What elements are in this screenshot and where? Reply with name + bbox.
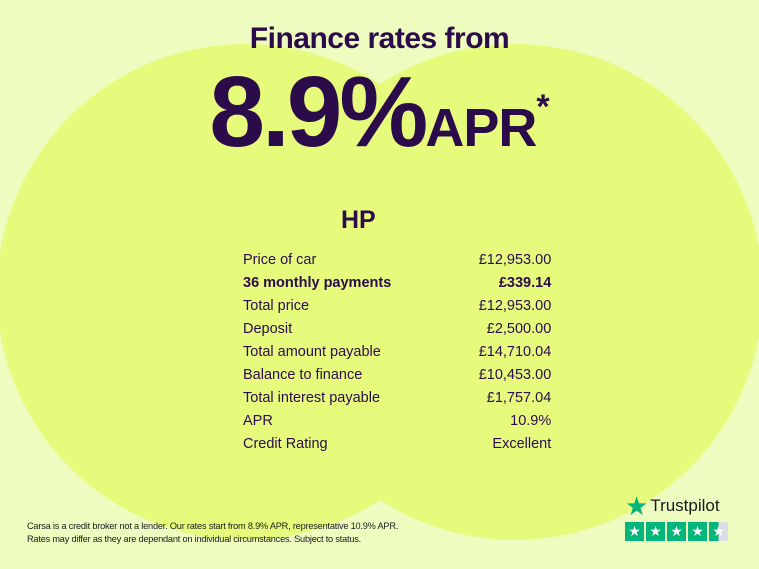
background-circle-right — [267, 44, 759, 540]
row-label: Total amount payable — [243, 343, 381, 360]
row-value: £14,710.04 — [478, 343, 552, 360]
row-label: Price of car — [243, 251, 317, 268]
table-row: Balance to finance £10,453.00 — [243, 363, 551, 386]
rate-banner: 8.9%APR* — [0, 62, 759, 162]
row-label: 36 monthly payments — [243, 274, 392, 291]
row-label: Credit Rating — [243, 435, 328, 452]
row-value: £10,453.00 — [478, 366, 552, 383]
table-row: Total interest payable £1,757.04 — [243, 386, 551, 409]
table-row: Deposit £2,500.00 — [243, 317, 551, 340]
table-row: Credit Rating Excellent — [243, 432, 551, 455]
apr-label: APR — [425, 98, 537, 158]
finance-table: Price of car £12,953.00 36 monthly payment… — [243, 248, 551, 455]
row-label: Total price — [243, 297, 310, 314]
table-row: 36 monthly payments £339.14 — [243, 271, 551, 294]
row-label: Balance to finance — [243, 366, 363, 383]
table-row: Price of car £12,953.00 — [243, 248, 551, 271]
row-value: £12,953.00 — [478, 297, 552, 314]
star-icon: ★ — [688, 522, 707, 541]
trustpilot-logo: ★ Trustpilot — [625, 493, 728, 519]
disclaimer-line: Rates may differ as they are dependant o… — [27, 534, 361, 544]
row-value: £1,757.04 — [486, 389, 552, 406]
star-icon: ★ — [625, 491, 649, 521]
row-label: APR — [243, 412, 273, 429]
trustpilot-name: Trustpilot — [650, 496, 720, 515]
trustpilot-badge[interactable]: ★ Trustpilot ★ ★ ★ ★ ★ — [625, 493, 728, 541]
row-value: Excellent — [492, 435, 552, 452]
row-label: Total interest payable — [243, 389, 381, 406]
half-star-icon: ★ — [709, 522, 728, 541]
star-icon: ★ — [625, 522, 644, 541]
table-row: Total amount payable £14,710.04 — [243, 340, 551, 363]
plan-title: HP — [341, 206, 376, 234]
row-value: 10.9% — [510, 412, 552, 429]
row-label: Deposit — [243, 320, 293, 337]
trustpilot-rating: ★ ★ ★ ★ ★ — [625, 522, 728, 541]
disclaimer-line: Carsa is a credit broker not a lender. O… — [27, 521, 399, 531]
headline: Finance rates from — [249, 22, 510, 55]
asterisk: * — [536, 88, 550, 126]
rate-value: 8.9% — [209, 56, 428, 168]
disclaimer: Carsa is a credit broker not a lender. O… — [27, 520, 398, 546]
star-icon: ★ — [667, 522, 686, 541]
row-value: £339.14 — [498, 274, 552, 291]
table-row: Total price £12,953.00 — [243, 294, 551, 317]
row-value: £2,500.00 — [486, 320, 552, 337]
table-row: APR 10.9% — [243, 409, 551, 432]
star-icon: ★ — [646, 522, 665, 541]
row-value: £12,953.00 — [478, 251, 552, 268]
